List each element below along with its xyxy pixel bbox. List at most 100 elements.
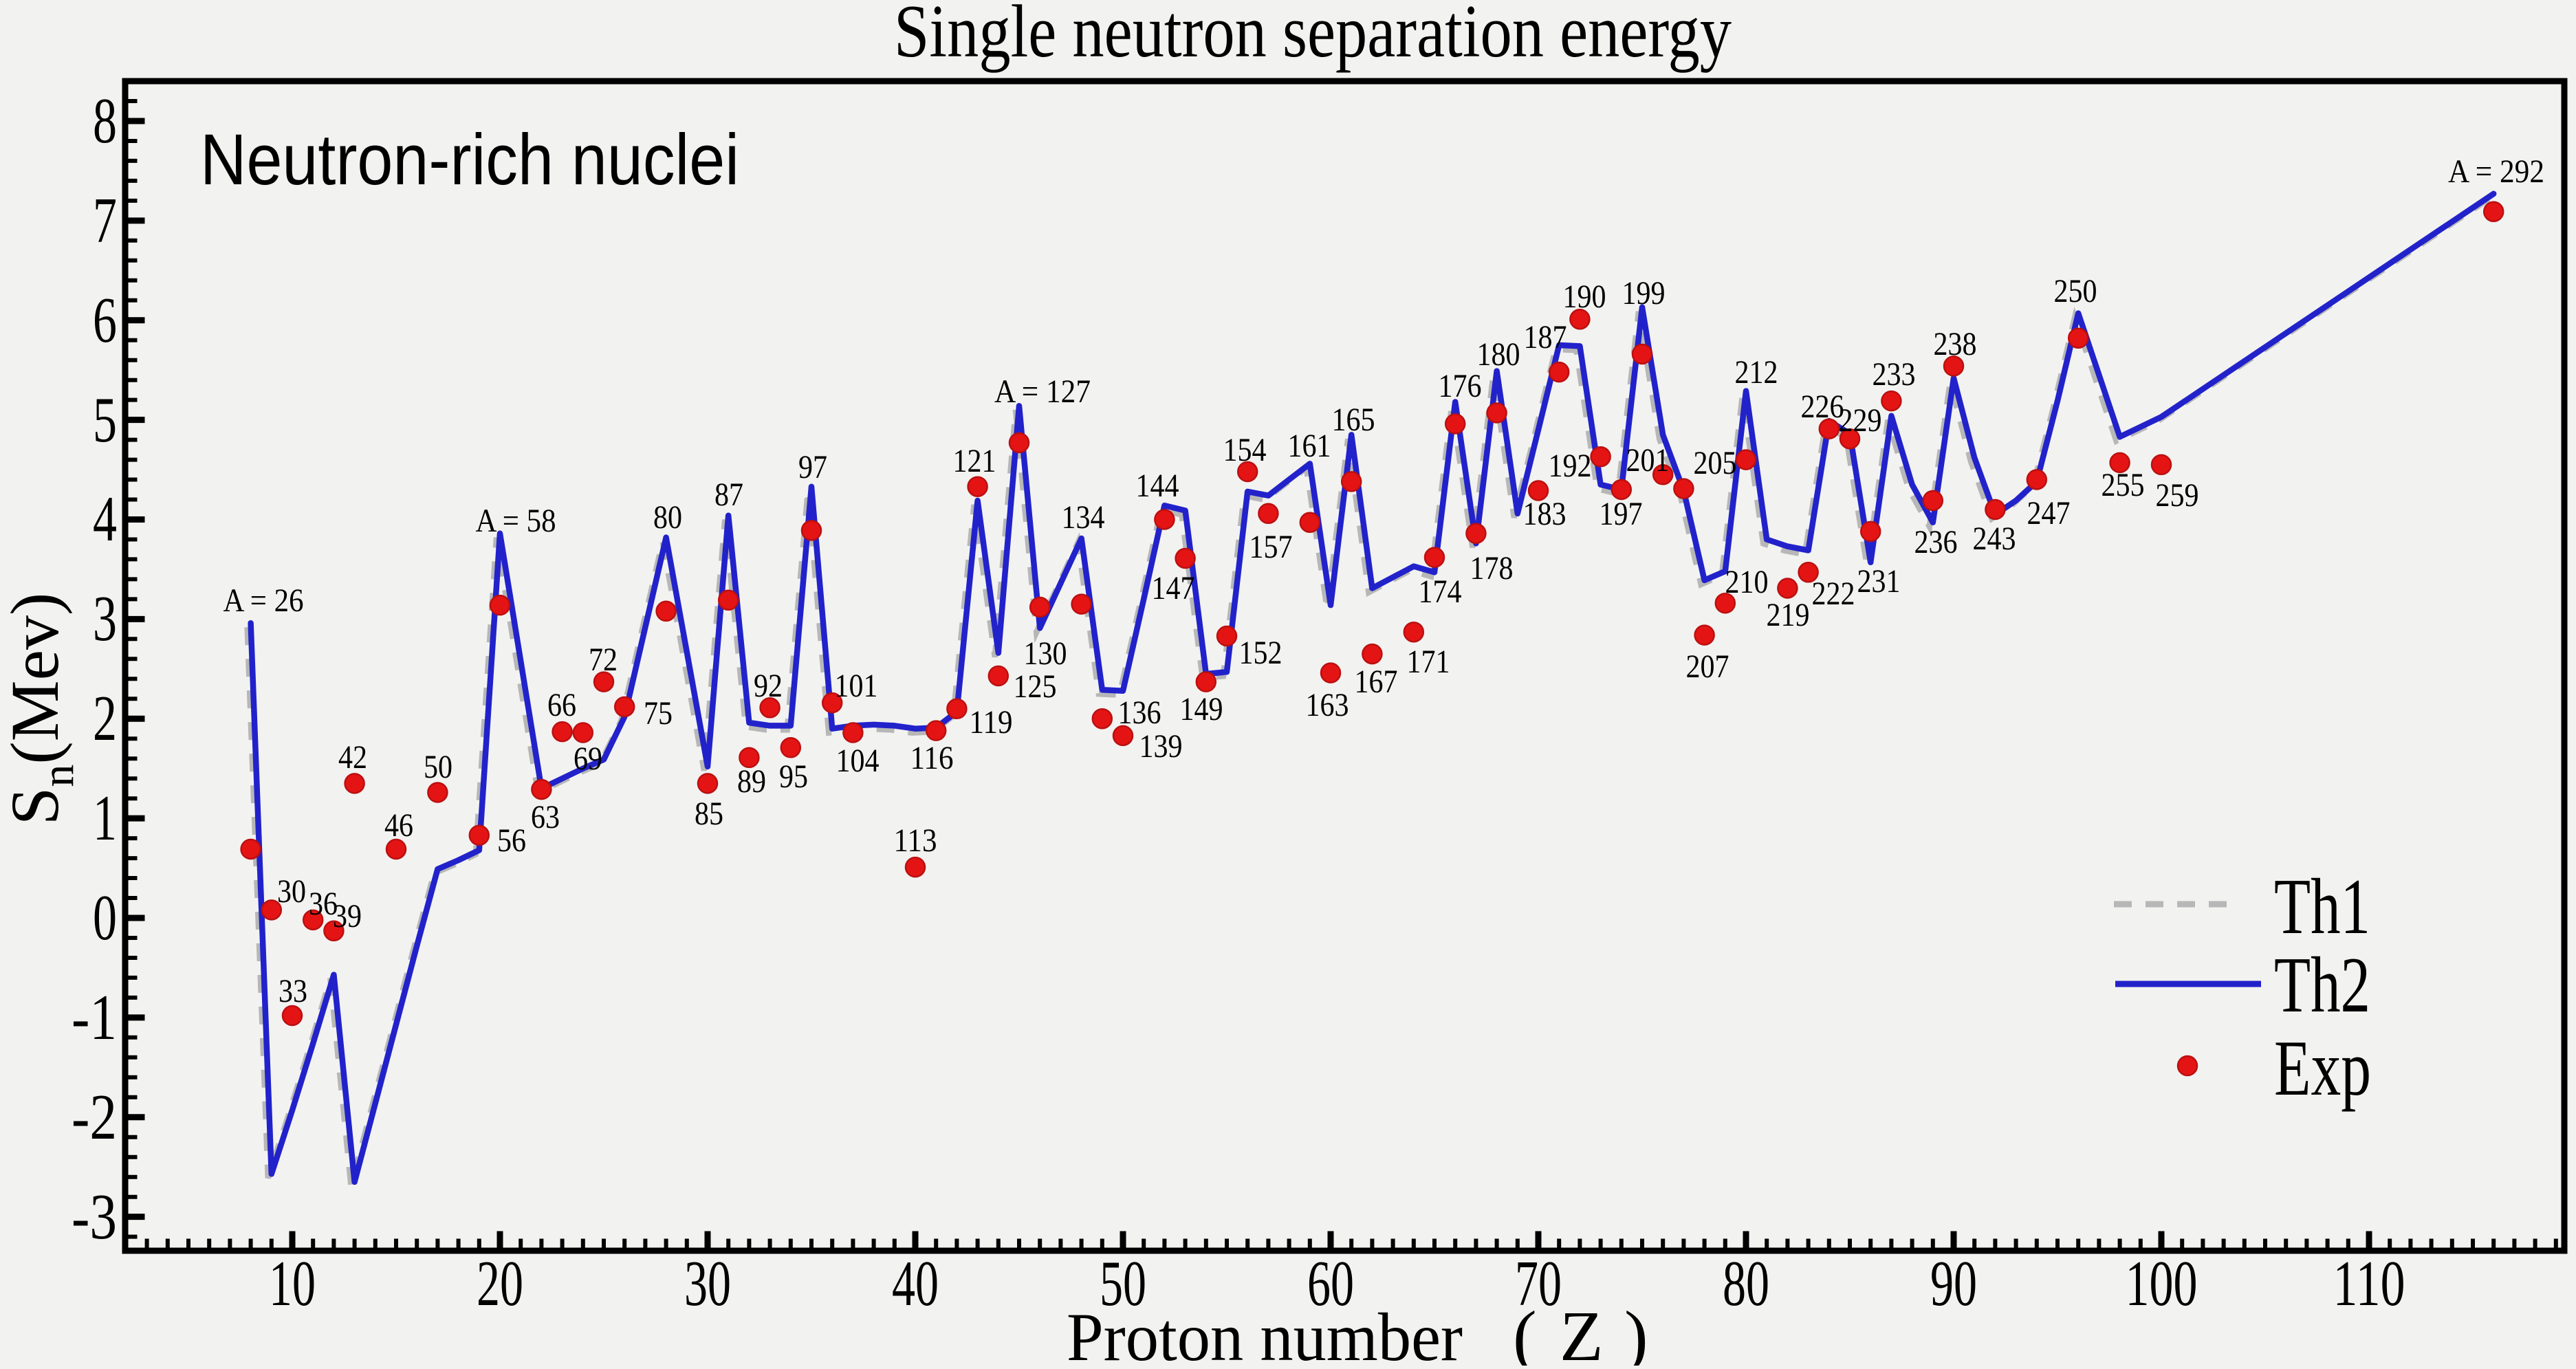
svg-text:46: 46 [384,807,413,844]
svg-text:201: 201 [1626,442,1670,479]
svg-text:116: 116 [910,740,954,776]
svg-text:229: 229 [1839,402,1882,439]
svg-text:A = 26: A = 26 [223,582,304,619]
svg-text:80: 80 [653,499,682,536]
svg-text:176: 176 [1439,368,1482,404]
svg-text:180: 180 [1477,336,1520,373]
svg-text:Neutron-rich nuclei: Neutron-rich nuclei [200,120,739,200]
svg-text:187: 187 [1524,319,1567,355]
svg-text:183: 183 [1523,496,1567,532]
svg-text:165: 165 [1332,402,1375,438]
svg-text:171: 171 [1407,644,1450,680]
svg-text:A = 292: A = 292 [2448,153,2544,190]
svg-text:152: 152 [1239,635,1282,671]
svg-text:A = 58: A = 58 [476,503,556,539]
svg-text:1: 1 [93,782,117,854]
svg-text:113: 113 [894,822,937,859]
svg-text:87: 87 [714,477,743,513]
svg-text:212: 212 [1735,354,1778,391]
svg-text:66: 66 [547,687,576,723]
svg-text:178: 178 [1470,550,1514,587]
svg-text:121: 121 [953,443,996,479]
svg-text:63: 63 [531,799,560,835]
svg-text:255: 255 [2102,467,2145,503]
svg-text:39: 39 [333,898,362,934]
svg-text:167: 167 [1355,664,1398,700]
svg-text:90: 90 [1930,1248,1977,1319]
svg-text:219: 219 [1767,597,1810,633]
svg-text:250: 250 [2054,273,2097,309]
svg-text:85: 85 [695,796,723,832]
svg-text:205: 205 [1694,445,1737,481]
svg-text:144: 144 [1136,468,1179,504]
svg-text:130: 130 [1024,635,1067,672]
svg-text:Proton number: Proton number [1067,1299,1463,1366]
svg-text:207: 207 [1686,648,1729,685]
svg-text:69: 69 [574,741,602,777]
svg-text:8: 8 [93,85,117,157]
svg-text:Th2: Th2 [2274,941,2370,1029]
svg-text:36: 36 [309,886,338,922]
svg-text:42: 42 [338,739,367,776]
svg-text:199: 199 [1622,275,1666,311]
svg-text:100: 100 [2126,1248,2198,1319]
svg-text:4: 4 [93,483,117,555]
svg-text:30: 30 [277,873,306,910]
svg-text:119: 119 [970,704,1013,741]
svg-text:7: 7 [93,185,117,256]
svg-text:110: 110 [2333,1248,2405,1319]
svg-text:163: 163 [1306,687,1349,723]
svg-text:243: 243 [1973,521,2016,557]
svg-text:134: 134 [1062,499,1105,536]
svg-text:139: 139 [1139,728,1183,765]
svg-text:92: 92 [754,668,783,704]
svg-text:-2: -2 [72,1082,117,1153]
svg-text:3: 3 [93,583,117,655]
svg-text:10: 10 [269,1248,316,1319]
svg-text:104: 104 [836,743,880,779]
svg-text:(: ( [1513,1297,1537,1366]
svg-text:75: 75 [644,695,673,732]
svg-text:149: 149 [1180,691,1223,727]
svg-text:236: 236 [1914,524,1958,560]
svg-text:60: 60 [1307,1248,1354,1319]
svg-text:101: 101 [835,668,878,704]
svg-text:72: 72 [589,642,618,678]
svg-text:174: 174 [1419,573,1462,610]
svg-text:210: 210 [1725,564,1769,600]
svg-text:222: 222 [1812,576,1855,612]
svg-text:70: 70 [1515,1248,1562,1319]
svg-text:147: 147 [1152,570,1195,606]
svg-text:231: 231 [1857,563,1901,600]
svg-text:89: 89 [737,763,766,800]
svg-text:80: 80 [1723,1248,1769,1319]
svg-text:157: 157 [1249,529,1293,565]
svg-text:-1: -1 [72,982,117,1053]
svg-text:Z: Z [1560,1297,1604,1366]
svg-text:Single neutron separation ener: Single neutron separation energy [894,0,1732,73]
svg-text:6: 6 [93,285,117,356]
svg-text:50: 50 [424,749,452,785]
svg-text:A = 127: A = 127 [994,373,1091,410]
svg-text:154: 154 [1223,432,1267,468]
svg-text:190: 190 [1563,278,1606,315]
svg-text:Sn(Mev): Sn(Mev) [0,593,83,826]
svg-text:95: 95 [779,758,808,795]
svg-text:161: 161 [1288,428,1331,464]
svg-text:247: 247 [2027,495,2071,532]
svg-text:40: 40 [892,1248,939,1319]
svg-text:-3: -3 [72,1181,117,1253]
svg-text:20: 20 [477,1248,523,1319]
svg-text:226: 226 [1801,388,1844,425]
svg-text:Th1: Th1 [2274,863,2370,951]
svg-text:233: 233 [1873,356,1916,393]
svg-text:33: 33 [279,973,307,1009]
svg-text:): ) [1624,1297,1648,1366]
svg-text:30: 30 [684,1248,731,1319]
svg-text:192: 192 [1549,448,1592,484]
svg-text:2: 2 [93,683,117,754]
svg-text:Exp: Exp [2274,1025,2371,1113]
svg-text:125: 125 [1014,668,1057,705]
svg-text:0: 0 [93,882,117,954]
svg-text:259: 259 [2156,477,2199,514]
